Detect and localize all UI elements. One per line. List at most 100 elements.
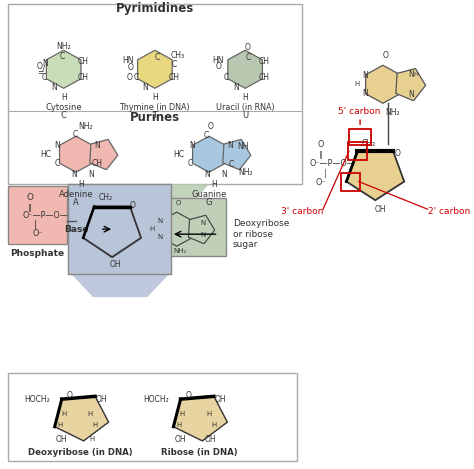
Text: OH: OH bbox=[205, 434, 217, 444]
Text: C: C bbox=[55, 159, 60, 168]
Polygon shape bbox=[55, 396, 109, 441]
Text: OH: OH bbox=[56, 434, 68, 444]
Text: O⁻: O⁻ bbox=[32, 229, 43, 238]
Text: H: H bbox=[90, 436, 95, 442]
Text: Cytosine: Cytosine bbox=[46, 103, 82, 112]
Text: OH: OH bbox=[175, 434, 186, 444]
Text: HN: HN bbox=[122, 56, 134, 65]
Text: |: | bbox=[324, 169, 326, 178]
Text: N: N bbox=[157, 234, 162, 240]
Text: |: | bbox=[34, 219, 36, 229]
Text: Thymine (in DNA): Thymine (in DNA) bbox=[119, 103, 190, 112]
Text: O: O bbox=[66, 391, 73, 400]
Text: CH: CH bbox=[77, 57, 88, 66]
Text: CH₂: CH₂ bbox=[362, 139, 376, 148]
Polygon shape bbox=[346, 151, 404, 200]
Text: H: H bbox=[176, 422, 181, 428]
Text: CH₃: CH₃ bbox=[171, 51, 185, 60]
Text: CH: CH bbox=[168, 73, 179, 82]
Polygon shape bbox=[365, 65, 400, 103]
Text: Deoxyribose (in DNA): Deoxyribose (in DNA) bbox=[28, 447, 133, 456]
FancyBboxPatch shape bbox=[68, 184, 171, 274]
Polygon shape bbox=[396, 68, 426, 101]
FancyBboxPatch shape bbox=[114, 198, 226, 256]
Text: N: N bbox=[362, 71, 368, 80]
Text: CH₂: CH₂ bbox=[99, 193, 113, 202]
Polygon shape bbox=[173, 396, 228, 441]
Polygon shape bbox=[192, 136, 226, 172]
Text: CH: CH bbox=[259, 57, 270, 66]
Text: HC: HC bbox=[173, 150, 184, 159]
Text: HC: HC bbox=[40, 150, 51, 159]
Polygon shape bbox=[228, 50, 263, 88]
Text: H: H bbox=[180, 411, 185, 417]
Text: O⁻: O⁻ bbox=[316, 178, 327, 187]
Text: G: G bbox=[206, 198, 212, 207]
Text: O: O bbox=[216, 62, 221, 71]
Polygon shape bbox=[189, 215, 215, 244]
Text: C: C bbox=[59, 52, 64, 61]
Polygon shape bbox=[90, 139, 118, 170]
Text: H: H bbox=[88, 411, 93, 417]
Text: C: C bbox=[171, 60, 176, 69]
Text: Uracil (in RNA): Uracil (in RNA) bbox=[216, 103, 274, 112]
Text: OH: OH bbox=[110, 260, 122, 269]
Text: HN: HN bbox=[213, 56, 224, 65]
Text: N: N bbox=[221, 170, 227, 179]
Text: O: O bbox=[185, 391, 191, 400]
Text: N: N bbox=[409, 90, 414, 99]
Text: N: N bbox=[362, 89, 368, 98]
Text: ∥: ∥ bbox=[28, 202, 33, 211]
Text: 3' carbon: 3' carbon bbox=[281, 207, 323, 216]
Text: N: N bbox=[71, 170, 77, 179]
Text: H: H bbox=[206, 411, 212, 417]
Text: O: O bbox=[245, 43, 251, 52]
Text: O: O bbox=[126, 73, 132, 82]
Text: CH: CH bbox=[91, 159, 102, 168]
Text: C: C bbox=[224, 73, 229, 82]
Polygon shape bbox=[60, 136, 92, 172]
Text: C: C bbox=[203, 131, 209, 140]
Text: =: = bbox=[36, 68, 43, 77]
Text: N: N bbox=[42, 59, 47, 68]
Text: O: O bbox=[27, 193, 34, 202]
Text: C: C bbox=[246, 53, 251, 62]
Text: O⁻—P—O—: O⁻—P—O— bbox=[310, 159, 356, 168]
Text: Deoxyribose
or ribose
sugar: Deoxyribose or ribose sugar bbox=[233, 219, 289, 249]
Text: C: C bbox=[228, 160, 234, 169]
Text: H: H bbox=[355, 81, 360, 87]
Text: Guanine: Guanine bbox=[191, 189, 227, 199]
Text: N: N bbox=[409, 70, 414, 79]
Text: Base: Base bbox=[64, 225, 88, 234]
Text: C: C bbox=[73, 130, 78, 139]
Text: O: O bbox=[37, 62, 43, 71]
Text: OH: OH bbox=[96, 394, 108, 403]
FancyBboxPatch shape bbox=[8, 4, 302, 184]
Text: OH: OH bbox=[215, 394, 226, 403]
Polygon shape bbox=[104, 184, 209, 211]
Text: H: H bbox=[242, 93, 248, 102]
Text: N: N bbox=[204, 170, 210, 179]
Text: T: T bbox=[152, 111, 157, 120]
Polygon shape bbox=[161, 212, 192, 246]
Text: CH: CH bbox=[77, 73, 88, 82]
Text: Ribose (in DNA): Ribose (in DNA) bbox=[161, 447, 238, 456]
Text: O: O bbox=[318, 140, 324, 149]
Text: C: C bbox=[187, 159, 192, 168]
Text: N: N bbox=[94, 141, 100, 150]
Text: NH₂: NH₂ bbox=[56, 42, 71, 51]
Text: Phosphate: Phosphate bbox=[10, 249, 64, 257]
Text: ∥: ∥ bbox=[319, 149, 323, 158]
Text: N: N bbox=[157, 218, 162, 224]
Text: H: H bbox=[414, 72, 419, 77]
Text: N: N bbox=[227, 141, 233, 150]
Text: H: H bbox=[61, 411, 66, 417]
Text: C: C bbox=[61, 111, 66, 120]
FancyBboxPatch shape bbox=[8, 373, 297, 461]
Text: N: N bbox=[201, 232, 206, 238]
Text: H: H bbox=[211, 422, 217, 428]
Text: U: U bbox=[242, 111, 248, 120]
Text: NH₂: NH₂ bbox=[174, 248, 187, 254]
Text: H: H bbox=[211, 180, 217, 189]
Text: NH₂: NH₂ bbox=[238, 168, 253, 177]
